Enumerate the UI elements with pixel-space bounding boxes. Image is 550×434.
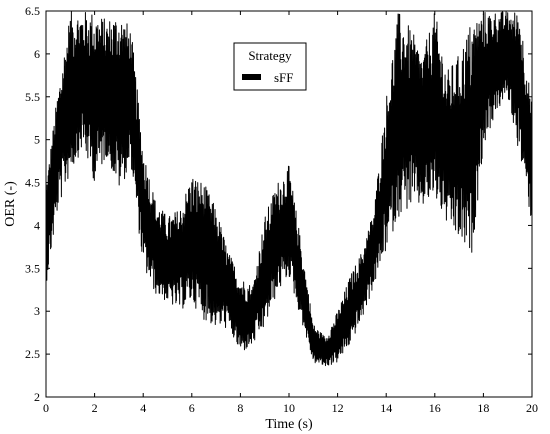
y-tick-label: 4.5 <box>25 176 40 190</box>
x-tick-label: 14 <box>380 401 392 415</box>
legend: Strategy sFF <box>233 42 307 91</box>
legend-box <box>233 42 307 91</box>
y-tick-label: 3 <box>34 304 40 318</box>
y-tick-label: 6.5 <box>25 4 40 18</box>
y-tick-label: 6 <box>34 47 40 61</box>
x-axis-label: Time (s) <box>265 417 313 432</box>
y-tick-label: 5 <box>34 133 40 147</box>
series-line-sFF <box>46 11 532 367</box>
x-tick-label: 16 <box>429 401 441 415</box>
legend-entry-sFF: sFF <box>274 70 294 85</box>
y-tick-label: 2.5 <box>25 347 40 361</box>
x-tick-label: 8 <box>237 401 243 415</box>
series-layer <box>46 11 532 367</box>
y-tick-label: 4 <box>34 218 40 232</box>
x-tick-label: 10 <box>283 401 295 415</box>
x-tick-label: 0 <box>43 401 49 415</box>
y-axis-label: OER (-) <box>3 181 18 227</box>
y-tick-label: 2 <box>34 390 40 404</box>
legend-title: Strategy <box>248 48 292 63</box>
x-tick-label: 4 <box>140 401 146 415</box>
x-tick-label: 2 <box>92 401 98 415</box>
x-tick-label: 18 <box>477 401 489 415</box>
x-tick-label: 12 <box>332 401 344 415</box>
y-tick-label: 5.5 <box>25 90 40 104</box>
x-tick-label: 20 <box>526 401 538 415</box>
y-tick-label: 3.5 <box>25 261 40 275</box>
x-tick-label: 6 <box>189 401 195 415</box>
